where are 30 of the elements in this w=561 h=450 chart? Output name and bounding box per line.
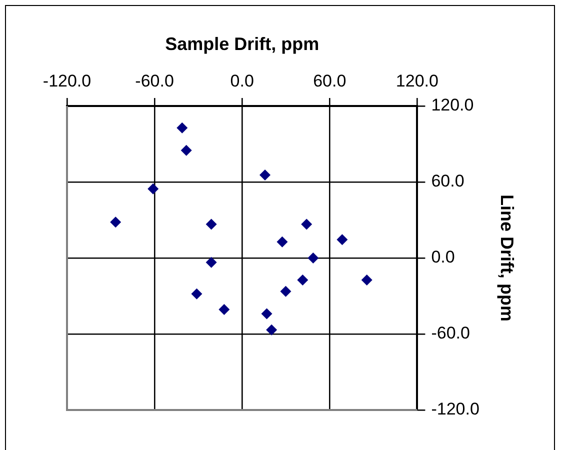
point: [280, 286, 292, 297]
y-tick-label: 60.0: [431, 172, 464, 191]
point: [218, 304, 230, 316]
point: [261, 308, 272, 320]
point: [276, 236, 288, 248]
point: [148, 183, 159, 194]
point: [297, 274, 308, 286]
x-tick-label: 0.0: [230, 71, 254, 90]
point: [301, 218, 312, 230]
point: [206, 218, 217, 230]
point: [308, 252, 319, 264]
point: [206, 256, 217, 268]
y-tick-label: -120.0: [431, 400, 480, 419]
point: [180, 144, 192, 156]
x-tick-label: 120.0: [396, 71, 438, 90]
x-axis-title: Sample Drift, ppm: [165, 34, 320, 54]
point: [176, 122, 188, 134]
point: [336, 234, 348, 246]
x-tick-label: -60.0: [135, 71, 174, 90]
y-tick-label: 0.0: [431, 248, 455, 267]
point: [191, 288, 202, 300]
y-axis-title: Line Drift, ppm: [497, 194, 518, 322]
point: [260, 170, 271, 181]
point: [110, 216, 122, 228]
y-tick-label: -60.0: [431, 324, 470, 343]
point: [266, 324, 278, 336]
point: [361, 274, 372, 286]
x-tick-label: 60.0: [313, 71, 346, 90]
x-tick-label: -120.0: [42, 71, 92, 90]
y-tick-label: 120.0: [431, 96, 474, 115]
